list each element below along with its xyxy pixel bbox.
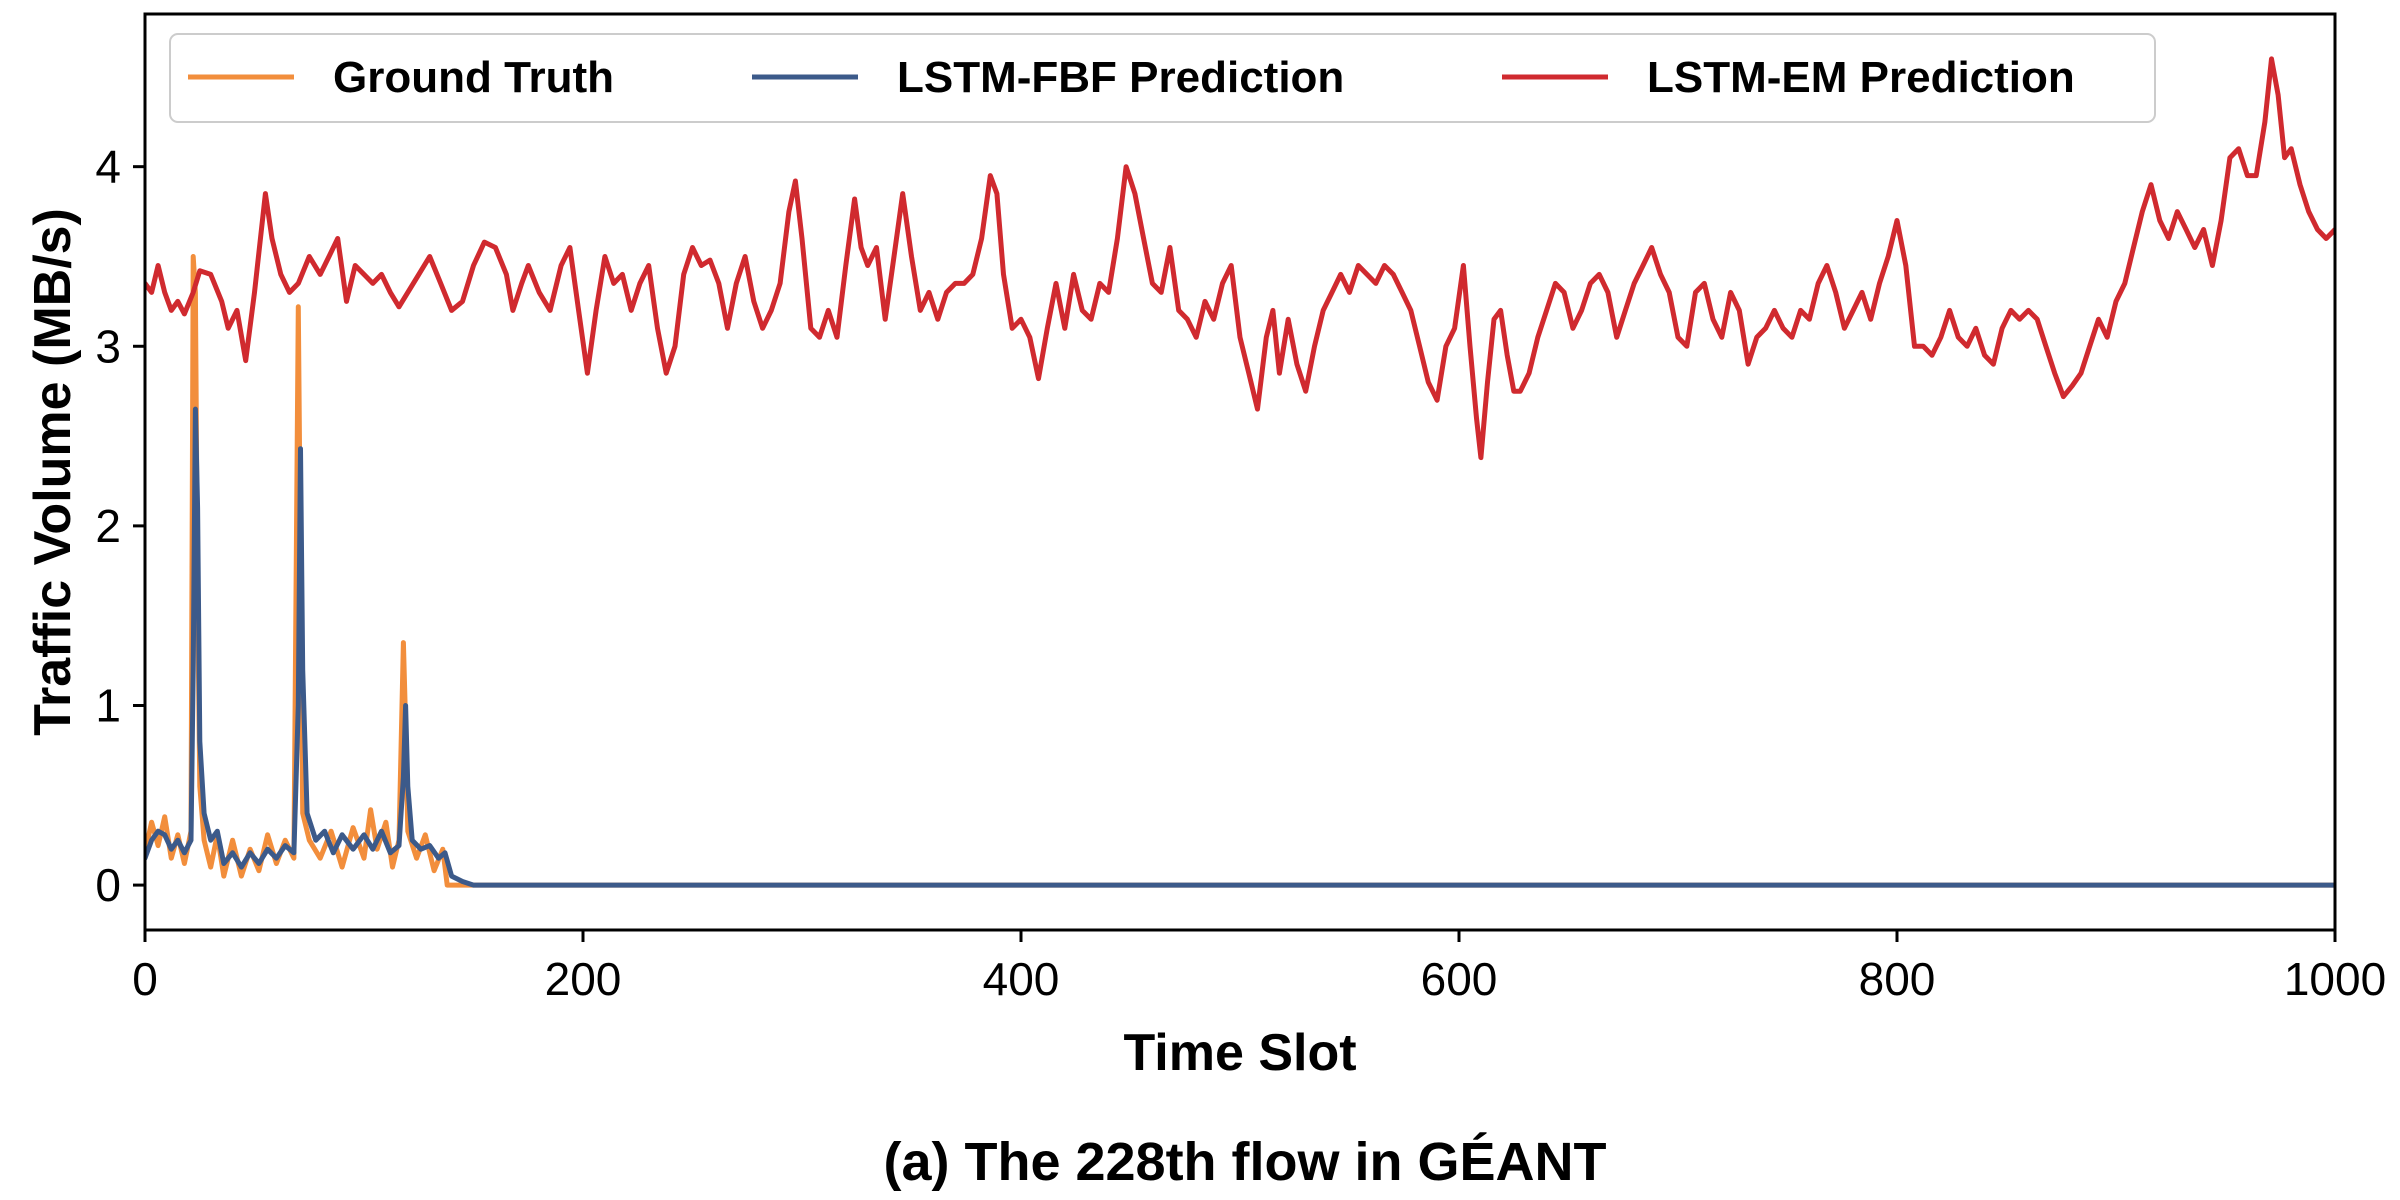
y-tick-label: 3	[95, 320, 121, 372]
series-line-lstm-em-prediction	[145, 56, 2335, 461]
figure-caption: (a) The 228th flow in GÉANT	[883, 1132, 1606, 1192]
legend-label: LSTM-EM Prediction	[1647, 53, 2075, 102]
x-tick-label: 400	[983, 953, 1060, 1005]
legend-label: LSTM-FBF Prediction	[897, 53, 1344, 102]
y-tick-label: 1	[95, 679, 121, 731]
x-tick-label: 800	[1859, 953, 1936, 1005]
x-tick-label: 0	[132, 953, 158, 1005]
x-axis-title: Time Slot	[1123, 1024, 1356, 1082]
y-tick-label: 2	[95, 500, 121, 552]
x-tick-label: 600	[1421, 953, 1498, 1005]
legend-label: Ground Truth	[333, 53, 614, 102]
legend: Ground Truth LSTM-FBF Prediction LSTM-EM P…	[169, 33, 2156, 123]
series-line-lstm-fbf-prediction	[145, 406, 2335, 888]
y-tick-label: 0	[95, 859, 121, 911]
x-tick-label: 1000	[2284, 953, 2386, 1005]
legend-box	[169, 33, 2156, 123]
series-line-ground-truth	[145, 254, 2335, 888]
x-axis: 0 200 400 600 800 1000	[132, 930, 2386, 1005]
x-tick-label: 200	[545, 953, 622, 1005]
y-axis: 0 1 2 3 4	[95, 141, 145, 911]
axes-frame	[143, 12, 2337, 932]
y-axis-title: Traffic Volume (MB/s)	[24, 208, 82, 736]
y-tick-label: 4	[95, 141, 121, 193]
